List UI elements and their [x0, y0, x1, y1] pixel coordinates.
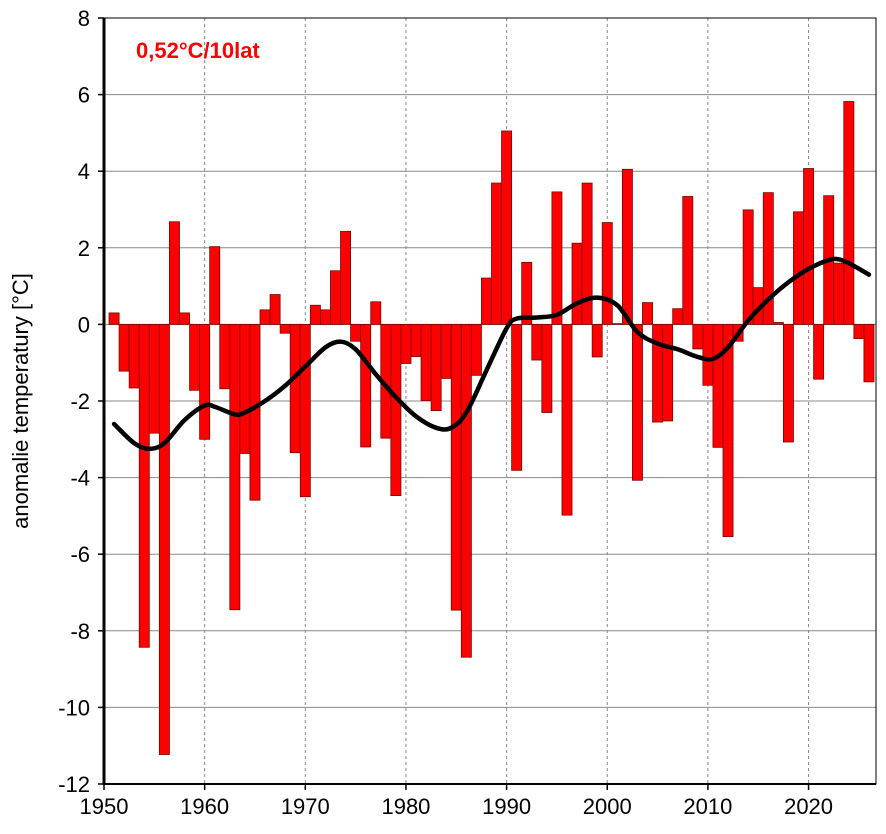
- bar-1970: [299, 323, 311, 498]
- bar-2025: [853, 323, 865, 339]
- bar-1986: [460, 323, 472, 658]
- bar-2008: [682, 196, 694, 325]
- y-tick-label: -8: [70, 619, 90, 644]
- y-tick-label: -10: [58, 695, 90, 720]
- bar-2014: [742, 209, 754, 325]
- bar-1995: [551, 191, 563, 325]
- bar-1974: [340, 230, 351, 325]
- x-tick-label: 1960: [180, 794, 229, 819]
- bar-1993: [531, 323, 543, 361]
- bar-2002: [621, 168, 633, 325]
- bar-2023: [833, 262, 845, 325]
- bar-1979: [390, 323, 402, 497]
- bar-1980: [400, 323, 412, 364]
- x-tick-labels: 1950 1960 1970 1980 1990 2000 2010 2020: [80, 794, 834, 819]
- bar-1962: [219, 323, 231, 390]
- x-tick-label: 2000: [583, 794, 632, 819]
- bar-1957: [169, 221, 180, 325]
- bars: [108, 101, 875, 755]
- y-tick-labels: 8 6 4 2 0 -2 -4 -6 -8 -10 -12: [58, 6, 90, 797]
- bar-2018: [783, 323, 794, 443]
- bar-1956: [158, 323, 170, 755]
- bar-1963: [229, 323, 241, 611]
- bar-1991: [511, 323, 523, 471]
- y-tick-label: -12: [58, 772, 90, 797]
- trend-rate-annotation: 0,52°C/10lat: [136, 38, 260, 63]
- bar-1994: [541, 323, 553, 413]
- bar-2007: [672, 308, 684, 325]
- bar-1959: [189, 323, 201, 391]
- bar-2021: [813, 323, 825, 380]
- x-tick-label: 1980: [381, 794, 430, 819]
- bar-1955: [148, 323, 160, 434]
- y-tick-label: -4: [70, 466, 90, 491]
- grid: [98, 17, 876, 790]
- bar-1987: [470, 323, 482, 376]
- bar-1989: [491, 182, 502, 325]
- y-tick-label: 4: [78, 159, 90, 184]
- bar-2017: [772, 322, 784, 325]
- bar-1992: [521, 261, 533, 325]
- bar-1966: [259, 309, 271, 325]
- bar-1982: [420, 323, 432, 402]
- x-tick-label: 2010: [683, 794, 732, 819]
- bar-1958: [179, 312, 190, 325]
- y-tick-label: -2: [70, 389, 90, 414]
- bar-1953: [128, 323, 140, 389]
- trend-line: [111, 256, 872, 452]
- bar-2020: [803, 168, 814, 325]
- bar-1990: [501, 130, 513, 325]
- bar-2019: [793, 211, 804, 325]
- y-axis-label: anomalie temperatury [°C]: [8, 273, 33, 529]
- bar-1971: [309, 304, 321, 325]
- y-tick-label: 2: [78, 236, 90, 261]
- x-tick-label: 1970: [281, 794, 330, 819]
- bar-1976: [360, 323, 372, 448]
- bar-1984: [440, 323, 452, 379]
- bar-2006: [662, 323, 674, 422]
- bar-1954: [138, 323, 150, 648]
- bar-1965: [249, 323, 261, 501]
- y-tick-label: -6: [70, 542, 90, 567]
- y-tick-label: 8: [78, 6, 90, 31]
- bar-2003: [632, 323, 643, 481]
- bar-1961: [209, 246, 221, 325]
- bar-2009: [692, 323, 704, 350]
- bar-1988: [481, 277, 492, 325]
- bar-2004: [642, 302, 653, 325]
- bar-1975: [350, 323, 362, 342]
- y-tick-label: 6: [78, 83, 90, 108]
- bar-1997: [571, 242, 583, 325]
- bar-2012: [722, 323, 734, 537]
- bar-1999: [591, 323, 603, 358]
- bar-2010: [702, 323, 714, 386]
- bar-1998: [581, 182, 593, 325]
- bar-1985: [450, 323, 462, 611]
- bar-1983: [430, 323, 442, 411]
- bar-2005: [652, 323, 664, 423]
- y-tick-label: 0: [78, 312, 90, 337]
- bar-1981: [410, 323, 422, 357]
- bar-1972: [320, 309, 331, 325]
- bar-2011: [712, 323, 724, 448]
- bar-2024: [843, 101, 855, 325]
- x-tick-label: 2020: [784, 794, 833, 819]
- bar-1952: [118, 323, 130, 372]
- bar-1969: [289, 323, 301, 454]
- bar-1977: [370, 301, 382, 325]
- x-tick-label: 1950: [80, 794, 129, 819]
- bar-2026: [863, 323, 875, 383]
- bar-1960: [199, 323, 211, 440]
- bar-1951: [108, 312, 120, 325]
- x-tick-label: 1990: [482, 794, 531, 819]
- bar-2016: [762, 192, 774, 325]
- bar-1967: [269, 294, 281, 325]
- bar-1964: [239, 323, 251, 454]
- bar-1996: [561, 323, 573, 516]
- bar-2001: [611, 323, 623, 325]
- bar-1973: [330, 270, 341, 325]
- bar-1968: [279, 323, 291, 334]
- bar-2000: [601, 222, 613, 325]
